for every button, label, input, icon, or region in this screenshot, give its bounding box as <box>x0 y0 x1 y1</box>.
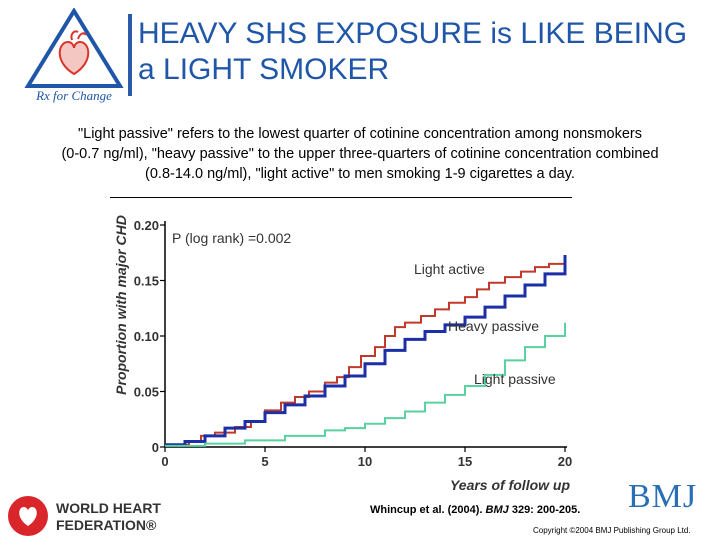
copyright-notice: Copyright ©2004 BMJ Publishing Group Ltd… <box>533 526 691 535</box>
x-tick-label: 10 <box>358 454 372 469</box>
triangle-logo-icon <box>24 8 124 88</box>
y-tick-label: 0.10 <box>134 329 159 344</box>
caption-line-3: (0.8-14.0 ng/ml), "light active" to men … <box>145 166 575 182</box>
x-tick-label: 15 <box>458 454 472 469</box>
rx-for-change-logo: Rx for Change <box>24 8 124 103</box>
chart-caption: "Light passive" refers to the lowest qua… <box>10 124 710 184</box>
chart-series <box>165 254 567 447</box>
citation: Whincup et al. (2004). BMJ 329: 200-205. <box>370 504 580 516</box>
heart-circle-logo-icon <box>8 496 48 536</box>
y-tick-label: 0.05 <box>134 385 159 400</box>
chart-labels: 0 0.05 0.10 0.15 0.20 0 5 10 15 20 Years of follow… <box>113 215 572 493</box>
x-tick-label: 0 <box>161 454 168 469</box>
p-value-annotation: P (log rank) =0.002 <box>172 230 291 246</box>
heart-logo-icon <box>58 30 90 76</box>
logo-text: Rx for Change <box>35 88 112 103</box>
series-label-heavy-passive: Heavy passive <box>448 318 539 334</box>
x-tick-label: 5 <box>261 454 268 469</box>
citation-ref: 329: 200-205. <box>511 504 581 516</box>
citation-authors: Whincup et al. (2004). <box>370 504 483 516</box>
citation-journal: BMJ <box>485 504 509 516</box>
whf-name-line-2: FEDERATION® <box>56 517 157 533</box>
y-tick-label: 0 <box>152 440 159 455</box>
title-line-2: a LIGHT SMOKER <box>138 53 390 86</box>
series-line-heavy-passive <box>165 254 567 447</box>
series-label-light-active: Light active <box>414 261 485 277</box>
title-accent-bar <box>128 14 132 96</box>
whf-name-line-1: WORLD HEART <box>56 500 161 516</box>
x-tick-label: 20 <box>558 454 572 469</box>
series-line-light-active <box>165 262 565 446</box>
caption-line-2: (0-0.7 ng/ml), "heavy passive" to the up… <box>61 146 659 162</box>
series-line-light-passive <box>165 322 566 447</box>
y-tick-label: 0.20 <box>134 218 159 233</box>
chd-proportion-chart: 0 0.05 0.10 0.15 0.20 0 5 10 15 20 Years of follow… <box>113 215 572 493</box>
x-axis-label: Years of follow up <box>450 477 570 493</box>
series-label-light-passive: Light passive <box>474 371 556 387</box>
world-heart-federation-logo: WORLD HEART FEDERATION® <box>8 496 161 536</box>
y-tick-label: 0.15 <box>134 274 159 289</box>
caption-line-1: "Light passive" refers to the lowest qua… <box>77 126 642 142</box>
title-line-1: HEAVY SHS EXPOSURE is LIKE BEING <box>138 17 688 50</box>
bmj-logo: BMJ <box>628 478 698 515</box>
caption-divider <box>110 197 572 198</box>
chart-axes <box>160 221 567 452</box>
y-axis-label: Proportion with major CHD <box>113 215 129 395</box>
page-title: HEAVY SHS EXPOSURE is LIKE BEING a LIGHT… <box>138 16 708 88</box>
